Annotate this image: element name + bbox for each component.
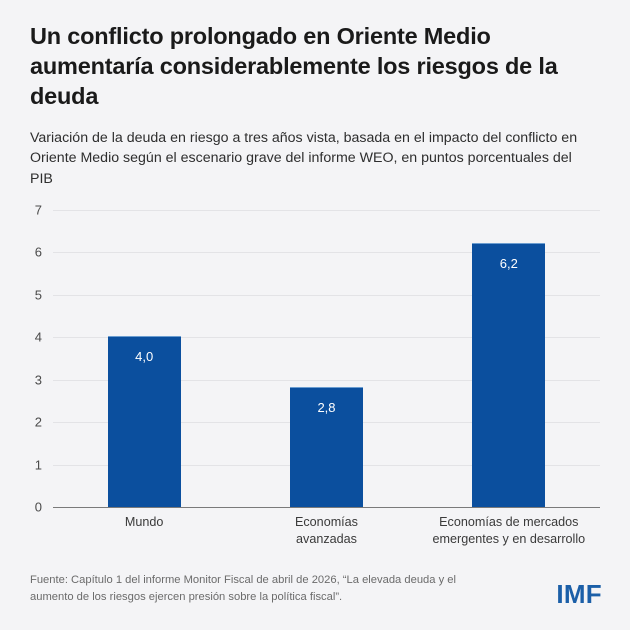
bar-slot: 2,8 xyxy=(290,210,363,507)
x-axis-label-line: Mundo xyxy=(124,515,164,529)
x-axis-category-label: Mundo xyxy=(53,514,235,531)
bar[interactable]: 6,2 xyxy=(472,242,546,507)
x-axis-labels: Mundo Economías avanzadas Economías de merc… xyxy=(53,514,600,558)
gridline: 7 xyxy=(35,204,600,217)
x-axis-label-line: emergentes y en desarrollo xyxy=(432,532,586,546)
y-axis-tick-label: 6 xyxy=(34,244,42,260)
x-axis-label-line: Economías de mercados xyxy=(439,515,579,529)
y-axis-tick-label: 7 xyxy=(34,202,42,218)
bar[interactable]: 2,8 xyxy=(290,387,363,507)
gridline: 5 xyxy=(35,288,600,301)
x-axis-category-label: Economías avanzadas xyxy=(235,514,417,548)
y-axis-tick-label: 5 xyxy=(34,287,42,303)
y-axis-tick-label: 4 xyxy=(34,329,42,345)
bar-value-label: 6,2 xyxy=(499,255,518,271)
bars-area: 4,0 2,8 6,2 xyxy=(53,210,600,507)
bar-chart: 0 1 2 3 4 5 6 7 4,0 2,8 6,2 Mundo Economías avanzad… xyxy=(0,196,630,556)
bar-slot: 6,2 xyxy=(472,210,546,507)
bar-value-label: 2,8 xyxy=(317,400,336,416)
chart-subtitle: Variación de la deuda en riesgo a tres a… xyxy=(30,129,578,188)
y-axis-tick-label: 0 xyxy=(34,499,42,515)
axis-baseline: 0 xyxy=(35,501,600,514)
gridline: 6 xyxy=(35,246,600,259)
page-title: Un conflicto prolongado en Oriente Medio… xyxy=(30,23,558,109)
chart-footer: Fuente: Capítulo 1 del informe Monitor F… xyxy=(30,572,602,620)
y-axis-tick-label: 3 xyxy=(34,372,42,388)
gridline: 3 xyxy=(35,373,600,386)
source-note: Fuente: Capítulo 1 del informe Monitor F… xyxy=(30,574,456,603)
chart-header: Un conflicto prolongado en Oriente Medio… xyxy=(30,22,602,190)
gridline: 4 xyxy=(35,331,600,344)
y-axis-tick-label: 2 xyxy=(34,414,42,430)
x-axis-label-line: Economías xyxy=(294,515,358,529)
x-axis-category-label: Economías de mercados emergentes y en des… xyxy=(418,514,600,548)
x-axis-label-line: avanzadas xyxy=(296,532,357,546)
y-axis-tick-label: 1 xyxy=(34,457,42,473)
bar-slot: 4,0 xyxy=(107,210,181,507)
imf-logo: IMF xyxy=(556,579,602,609)
bar-value-label: 4,0 xyxy=(135,349,154,365)
bar[interactable]: 4,0 xyxy=(107,336,181,507)
